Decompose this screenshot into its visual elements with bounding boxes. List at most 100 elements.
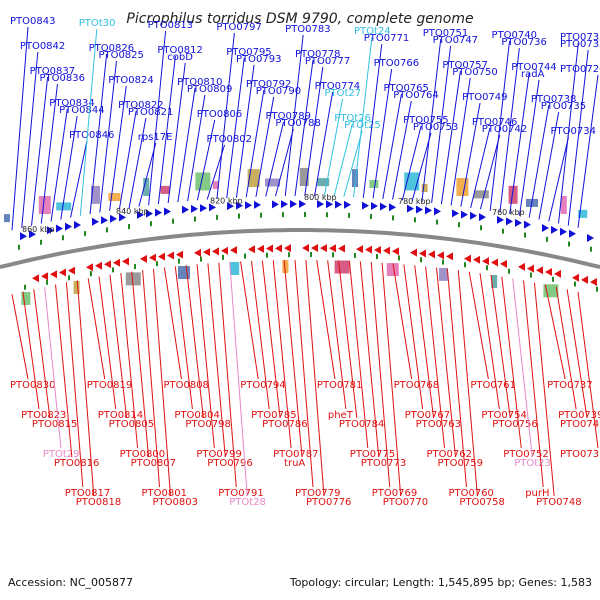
reverse-gene-arrow — [284, 244, 291, 253]
forward-gene-arrow — [56, 224, 63, 233]
reverse-gene-arrow — [545, 268, 552, 277]
gene-label: PTO0771 — [364, 33, 409, 44]
scale-tick — [392, 215, 394, 221]
feature-box — [560, 195, 567, 214]
gene-label: PTO0735 — [541, 101, 586, 112]
feature-box — [178, 266, 190, 280]
reverse-gene-arrow — [437, 251, 444, 260]
forward-gene-arrow — [317, 200, 324, 209]
leader-line — [187, 94, 206, 202]
forward-gene-arrow — [146, 209, 153, 218]
feature-box — [404, 172, 420, 191]
accession-label: Accession: NC_005877 — [8, 576, 133, 589]
gene-label: PTO0773 — [361, 458, 406, 469]
gene-label: PTO0830 — [10, 380, 55, 391]
forward-gene-arrow — [65, 222, 72, 231]
forward-gene-arrow — [110, 214, 117, 223]
leader-line — [255, 96, 275, 197]
gene-label: PTO0794 — [240, 380, 285, 391]
reverse-gene-arrow — [446, 252, 453, 261]
reverse-gene-arrow — [473, 255, 480, 264]
gene-label: PTO0800 — [120, 449, 165, 460]
gene-label: PTO0813 — [148, 20, 193, 31]
gene-label: PTOt23 — [514, 458, 551, 469]
scale-tick — [90, 271, 92, 277]
gene-label: PTO0738 — [531, 94, 576, 105]
forward-gene-arrow — [101, 216, 108, 225]
gene-label: PTOt29 — [43, 449, 80, 460]
gene-label: PTO0798 — [185, 419, 230, 430]
gene-label: PTO0767 — [405, 410, 450, 421]
leader-line — [490, 274, 511, 419]
gene-label: PTO0737 — [547, 380, 592, 391]
forward-gene-arrow — [587, 233, 594, 242]
gene-label: PTOt30 — [79, 18, 116, 29]
feature-box — [230, 261, 240, 275]
scale-tick — [568, 241, 570, 247]
forward-gene-arrow — [209, 203, 216, 212]
leader-line — [196, 264, 215, 449]
forward-gene-arrow — [461, 210, 468, 219]
forward-gene-arrow — [569, 229, 576, 238]
leader-line — [294, 59, 314, 197]
gene-label: PTO0826 — [89, 43, 134, 54]
leader-line — [414, 265, 435, 419]
leader-line — [207, 263, 226, 458]
gene-label: PTO0740 — [492, 30, 537, 41]
forward-gene-arrow — [326, 200, 333, 209]
leader-line — [392, 263, 413, 380]
leader-line — [446, 268, 467, 488]
gene-label: PTOt27 — [324, 88, 361, 99]
gene-label: PTO0812 — [157, 45, 202, 56]
leader-line — [327, 260, 347, 410]
forward-gene-arrow — [425, 206, 432, 215]
gene-label: PTO0816 — [54, 458, 99, 469]
gene-label: PTO0799 — [196, 449, 241, 460]
leader-line — [523, 280, 544, 488]
reverse-gene-arrow — [581, 275, 588, 284]
leader-line — [538, 111, 560, 220]
scale-tick — [326, 212, 328, 218]
gene-label: PTO0817 — [65, 488, 110, 499]
scale-tick — [414, 217, 416, 223]
leader-line — [109, 85, 127, 211]
reverse-gene-arrow — [554, 269, 561, 278]
forward-gene-arrow — [362, 201, 369, 210]
leader-line — [533, 282, 555, 497]
leader-line — [305, 259, 325, 497]
gene-label: PTO0796 — [207, 458, 252, 469]
leader-line — [218, 262, 237, 488]
gene-label: PTO0807 — [131, 458, 176, 469]
reverse-gene-arrow — [149, 253, 156, 262]
scale-tick — [40, 239, 42, 245]
feature-box — [91, 185, 100, 204]
reverse-gene-arrow — [68, 266, 75, 275]
forward-gene-arrow — [245, 201, 252, 210]
scale-tick — [260, 212, 262, 218]
leader-line — [50, 108, 68, 222]
gene-label: PTO0802 — [207, 134, 252, 145]
forward-gene-arrow — [452, 209, 459, 218]
forward-gene-arrow — [227, 202, 234, 211]
leader-line — [567, 49, 589, 226]
leader-line — [148, 30, 167, 206]
reverse-gene-arrow — [527, 264, 534, 273]
gene-label: PTO0793 — [236, 54, 281, 65]
scale-tick — [464, 262, 466, 268]
reverse-gene-arrow — [410, 248, 417, 257]
leader-line — [343, 130, 363, 197]
leader-line — [109, 274, 128, 419]
forward-gene-arrow — [344, 200, 351, 209]
forward-gene-arrow — [560, 227, 567, 236]
gene-label: PTO0814 — [98, 410, 143, 421]
leader-line — [87, 278, 106, 380]
scale-tick — [62, 235, 64, 241]
scale-tick — [178, 258, 180, 264]
leader-line — [245, 89, 265, 198]
gene-label: PTOt28 — [229, 497, 266, 508]
reverse-gene-arrow — [590, 277, 597, 286]
reverse-gene-arrow — [311, 244, 318, 253]
leader-line — [348, 260, 369, 449]
leader-line — [174, 266, 193, 410]
reverse-gene-arrow — [176, 250, 183, 259]
